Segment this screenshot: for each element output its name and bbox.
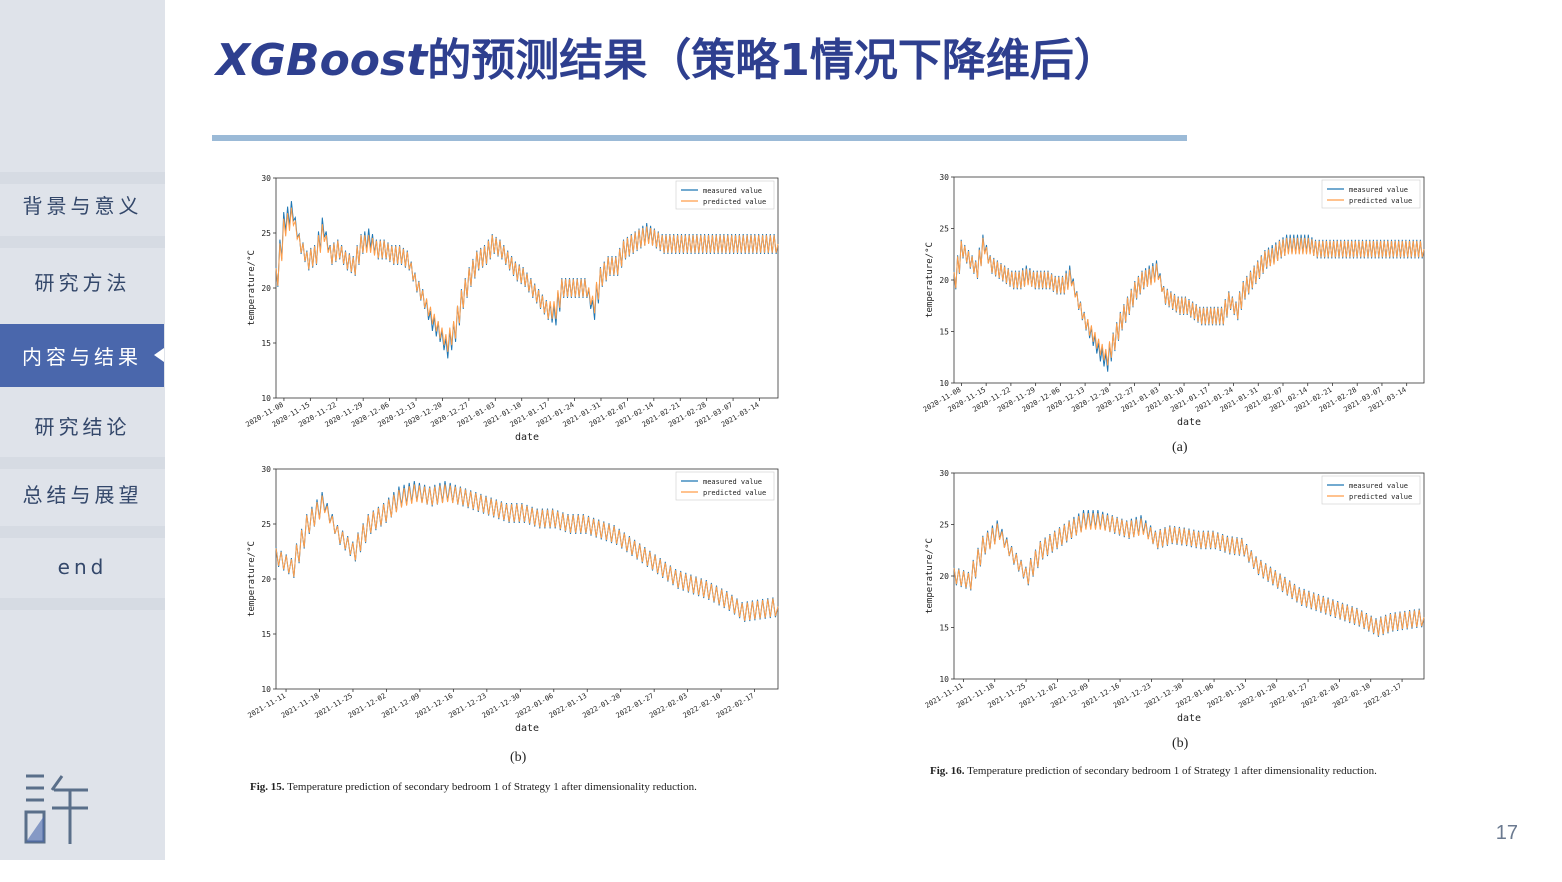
slide-title: XGBoost的预测结果（策略1情况下降维后）: [216, 24, 1118, 88]
y-tick-label: 15: [261, 630, 271, 639]
y-axis-label: temperature/°C: [925, 242, 935, 318]
legend-box: [675, 471, 775, 501]
y-tick-label: 10: [939, 379, 949, 388]
y-tick-label: 20: [939, 276, 949, 285]
measured-series-line: [275, 201, 779, 359]
legend-predicted-label: predicted value: [1349, 493, 1412, 501]
fig16-b-chart: 10152025302021-11-112021-11-182021-11-25…: [924, 469, 1425, 724]
sidebar-item-content-results[interactable]: 内容与结果: [0, 324, 164, 387]
sidebar-separator: [0, 598, 165, 610]
y-tick-label: 20: [261, 284, 271, 293]
active-indicator-arrow: [154, 348, 164, 362]
legend-box: [675, 180, 775, 210]
fig15-panel-b-label: (b): [510, 750, 527, 765]
x-axis-label: date: [1177, 713, 1201, 724]
page-number: 17: [1495, 822, 1518, 844]
sidebar-separator: [0, 236, 165, 248]
legend-predicted-label: predicted value: [703, 198, 766, 206]
fig15-caption: Fig. 15. Temperature prediction of secon…: [250, 781, 697, 793]
y-axis-label: temperature/°C: [925, 538, 935, 614]
x-axis-label: date: [515, 432, 539, 443]
predicted-series-line: [275, 484, 779, 621]
y-tick-label: 15: [939, 328, 949, 337]
y-tick-label: 25: [261, 520, 271, 529]
sidebar-separator: [0, 526, 165, 538]
y-tick-label: 25: [939, 521, 949, 530]
sidebar-separator: [0, 172, 165, 184]
legend-measured-label: measured value: [703, 478, 762, 486]
plot-frame: [275, 468, 779, 690]
predicted-series-line: [953, 513, 1425, 636]
y-tick-label: 30: [261, 465, 271, 474]
fig16-caption-label: Fig. 16.: [930, 765, 965, 777]
fig16-panel-a-label: (a): [1172, 440, 1188, 455]
slide-title-rest: 的预测结果（策略1情况下降维后）: [427, 35, 1118, 86]
legend-measured-label: measured value: [703, 187, 762, 195]
fig15-top-chart: 10152025302020-11-082020-11-152020-11-22…: [244, 174, 779, 443]
fig15-b-chart: 10152025302021-11-112021-11-182021-11-25…: [247, 465, 779, 734]
legend-box: [1321, 475, 1421, 505]
fig16-panel-b-label: (b): [1172, 736, 1189, 751]
y-axis-label: temperature/°C: [247, 541, 257, 617]
sidebar-item-background[interactable]: 背景与意义: [22, 193, 143, 218]
y-tick-label: 10: [261, 394, 271, 403]
sidebar-item-methods[interactable]: 研究方法: [34, 270, 131, 295]
sidebar: 背景与意义 研究方法 内容与结果 研究结论 总结与展望 end: [0, 0, 165, 860]
fig16-a-chart: 10152025302020-11-082020-11-152020-11-22…: [922, 173, 1425, 428]
legend-predicted-label: predicted value: [703, 489, 766, 497]
logo-icon: [24, 774, 88, 844]
y-tick-label: 10: [261, 685, 271, 694]
y-tick-label: 10: [939, 675, 949, 684]
fig16-caption-text: Temperature prediction of secondary bedr…: [967, 765, 1377, 777]
plot-frame: [275, 177, 779, 399]
y-tick-label: 15: [939, 624, 949, 633]
sidebar-item-end[interactable]: end: [57, 555, 108, 579]
y-tick-label: 30: [261, 174, 271, 183]
x-tick-label: 2022-02-17: [715, 692, 756, 720]
y-tick-label: 20: [939, 572, 949, 581]
sidebar-separator: [0, 457, 165, 469]
legend-measured-label: measured value: [1349, 186, 1408, 194]
y-tick-label: 15: [261, 339, 271, 348]
predicted-series-line: [953, 237, 1425, 366]
fig15-caption-label: Fig. 15.: [250, 781, 285, 793]
fig15-caption-text: Temperature prediction of secondary bedr…: [287, 781, 697, 793]
x-axis-label: date: [515, 723, 539, 734]
y-tick-label: 30: [939, 173, 949, 182]
fig16-caption: Fig. 16. Temperature prediction of secon…: [930, 765, 1377, 777]
sidebar-item-summary[interactable]: 总结与展望: [22, 482, 143, 507]
title-underline: [212, 135, 1187, 141]
sidebar-item-conclusions[interactable]: 研究结论: [34, 414, 131, 439]
y-tick-label: 30: [939, 469, 949, 478]
legend-box: [1321, 179, 1421, 209]
predicted-series-line: [275, 207, 779, 352]
x-axis-label: date: [1177, 417, 1201, 428]
y-tick-label: 25: [939, 225, 949, 234]
y-axis-label: temperature/°C: [247, 250, 257, 326]
slide-title-prefix: XGBoost: [216, 35, 428, 86]
legend-measured-label: measured value: [1349, 482, 1408, 490]
y-tick-label: 20: [261, 575, 271, 584]
legend-predicted-label: predicted value: [1349, 197, 1412, 205]
y-tick-label: 25: [261, 229, 271, 238]
